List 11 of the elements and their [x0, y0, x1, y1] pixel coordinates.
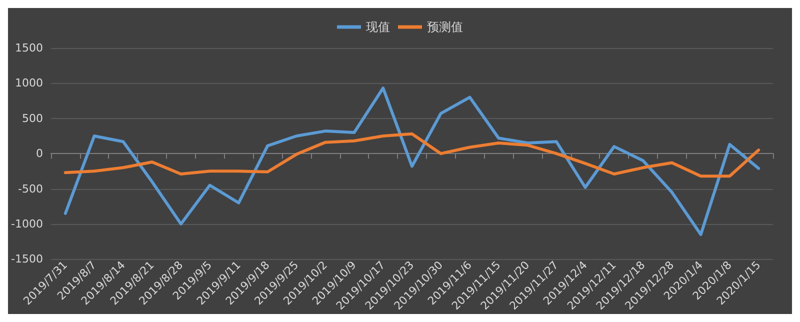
y-tick-label: 0: [36, 147, 43, 160]
y-tick-label: 1000: [14, 76, 43, 90]
legend-label: 预测值: [427, 20, 463, 34]
y-tick-label: -500: [18, 182, 43, 196]
y-tick-label: -1000: [10, 217, 43, 230]
line-series: [64, 86, 760, 236]
y-tick-label: 500: [22, 112, 43, 125]
legend-label: 现值: [366, 20, 390, 34]
y-tick-label: 1500: [14, 42, 43, 54]
y-tick-label: -1500: [10, 252, 43, 266]
line-series: [64, 132, 760, 178]
